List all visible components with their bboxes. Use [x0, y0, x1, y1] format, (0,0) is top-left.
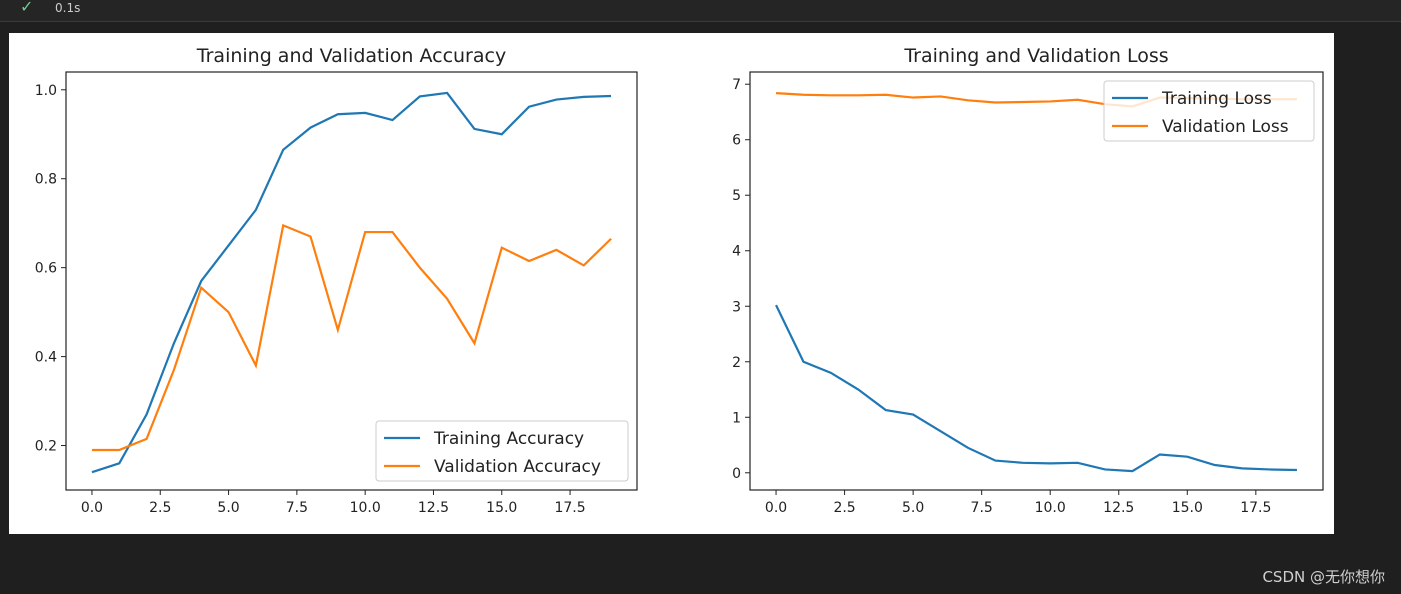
check-icon: ✓ [20, 0, 34, 16]
x-tick-label: 0.0 [765, 500, 787, 516]
y-tick-label: 0.6 [35, 261, 57, 277]
axes-frame [749, 71, 1324, 491]
y-tick-label: 1 [732, 410, 741, 426]
x-tick-label: 5.0 [217, 500, 239, 516]
chart-accuracy: Training and Validation Accuracy 0.0 2.5 5.… [35, 45, 638, 516]
chart-loss: Training and Validation Loss 0.0 2.5 5.0 7.5… [732, 45, 1324, 516]
axes-frame [65, 71, 638, 491]
series-line-validation-accuracy [91, 223, 612, 452]
x-tick-label: 12.5 [1103, 500, 1134, 516]
x-tick-label: 7.5 [971, 500, 993, 516]
y-tick-label: 2 [732, 355, 741, 371]
cell-status-bar: ✓ 0.1s [0, 0, 1401, 22]
x-tick-label: 0.0 [81, 500, 103, 516]
chart-title: Training and Validation Loss [903, 45, 1168, 67]
x-tick-label: 12.5 [418, 500, 449, 516]
figure-output: Training and Validation Accuracy 0.0 2.5 5.… [9, 33, 1334, 534]
series-line-training-accuracy [91, 91, 612, 474]
x-tick-label: 5.0 [902, 500, 924, 516]
x-tick-label: 15.0 [1172, 500, 1203, 516]
legend-label: Training Loss [1161, 89, 1272, 109]
chart-title: Training and Validation Accuracy [196, 45, 506, 67]
y-tick-label: 0.8 [35, 172, 57, 188]
legend-label: Validation Accuracy [434, 457, 601, 477]
execution-time: 0.1s [55, 1, 81, 15]
figure-canvas: Training and Validation Accuracy 0.0 2.5 5.… [35, 45, 1324, 516]
x-tick-label: 17.5 [554, 500, 585, 516]
x-tick-label: 7.5 [286, 500, 308, 516]
y-tick-label: 5 [732, 188, 741, 204]
y-tick-label: 1.0 [35, 83, 57, 99]
x-tick-label: 10.0 [350, 500, 381, 516]
x-tick-label: 15.0 [486, 500, 517, 516]
y-tick-label: 0.4 [35, 350, 57, 366]
y-tick-label: 0 [732, 466, 741, 482]
x-tick-label: 17.5 [1240, 500, 1271, 516]
legend-box [1103, 80, 1315, 142]
watermark: CSDN @无你想你 [1262, 568, 1385, 586]
x-tick-label: 2.5 [833, 500, 855, 516]
legend-label: Training Accuracy [433, 429, 584, 449]
x-tick-label: 2.5 [149, 500, 171, 516]
y-tick-label: 7 [732, 77, 741, 93]
x-tick-label: 10.0 [1035, 500, 1066, 516]
legend: Training Accuracy Validation Accuracy [375, 420, 629, 482]
legend-box [375, 420, 629, 482]
y-tick-label: 0.2 [35, 439, 57, 455]
series-line-training-loss [775, 304, 1297, 473]
y-tick-label: 4 [732, 244, 741, 260]
y-tick-label: 6 [732, 133, 741, 149]
legend: Training Loss Validation Loss [1103, 80, 1315, 142]
y-tick-label: 3 [732, 299, 741, 315]
legend-label: Validation Loss [1162, 117, 1289, 137]
